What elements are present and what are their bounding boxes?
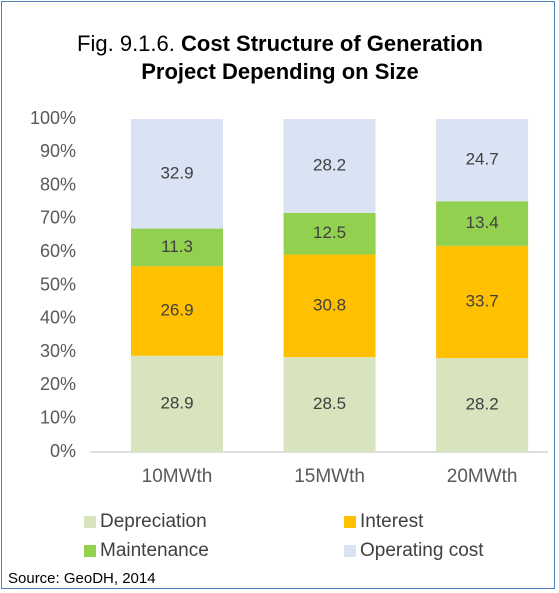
x-tick-label: 20MWth — [447, 466, 518, 487]
legend-label: Interest — [360, 511, 424, 532]
data-label: 32.9 — [160, 163, 193, 182]
y-tick-label: 40% — [40, 308, 76, 328]
chart-title: Fig. 9.1.6. Cost Structure of Generation… — [40, 30, 520, 86]
bar-segment — [131, 266, 223, 356]
bar-segment — [436, 119, 529, 202]
y-tick-label: 80% — [40, 174, 76, 194]
data-label: 28.9 — [160, 393, 193, 412]
legend-label: Depreciation — [100, 511, 207, 532]
data-label: 28.2 — [466, 395, 499, 414]
y-tick-label: 90% — [40, 141, 76, 161]
y-tick-label: 50% — [40, 274, 76, 294]
source: Source: GeoDH, 2014 — [8, 570, 156, 587]
y-tick-label: 0% — [50, 441, 76, 461]
bar-segment — [283, 254, 376, 358]
data-label: 26.9 — [160, 300, 193, 319]
data-label: 24.7 — [466, 150, 499, 169]
legend-label: Maintenance — [100, 540, 209, 561]
legend-label: Operating cost — [360, 540, 484, 561]
y-tick-label: 70% — [40, 208, 76, 228]
y-tick-label: 20% — [40, 374, 76, 394]
legend-swatch — [344, 545, 356, 557]
data-label: 30.8 — [313, 295, 346, 314]
y-tick-label: 60% — [40, 241, 76, 261]
legend-swatch — [84, 516, 96, 528]
bar-segment — [283, 357, 376, 452]
bar-segment — [283, 119, 376, 213]
figure-label: Fig. 9.1.6. — [77, 31, 175, 56]
data-label: 11.3 — [161, 237, 193, 256]
bar-segment — [131, 355, 223, 452]
title-text: Cost Structure of Generation Project Dep… — [141, 31, 483, 84]
bar-segment — [436, 358, 529, 452]
legend-swatch — [344, 516, 356, 528]
data-label: 28.5 — [313, 394, 346, 413]
bar-segment — [131, 228, 223, 267]
data-label: 28.2 — [313, 155, 346, 174]
y-tick-label: 10% — [40, 407, 76, 427]
x-tick-label: 15MWth — [294, 466, 365, 487]
bar-segment — [283, 212, 376, 255]
data-label: 13.4 — [466, 213, 499, 232]
x-tick-label: 10MWth — [142, 466, 213, 487]
bar-segment — [131, 119, 223, 229]
y-tick-label: 100% — [30, 108, 76, 128]
data-label: 12.5 — [313, 223, 346, 242]
y-tick-label: 30% — [40, 341, 76, 361]
bar-segment — [436, 245, 529, 359]
legend-swatch — [84, 545, 96, 557]
data-label: 33.7 — [466, 291, 499, 310]
bar-segment — [436, 201, 529, 246]
